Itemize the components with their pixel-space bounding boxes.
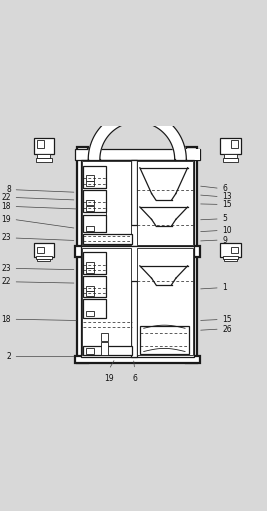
Bar [186, 147, 197, 363]
Text: 8: 8 [6, 185, 11, 194]
Text: 2: 2 [6, 352, 11, 361]
Bar [86, 181, 94, 187]
Bar [86, 206, 94, 211]
Text: 5: 5 [222, 214, 227, 223]
Bar [186, 149, 200, 159]
Bar [37, 247, 44, 253]
Bar [83, 215, 106, 233]
Text: 6: 6 [222, 184, 227, 193]
Bar [137, 161, 193, 245]
Text: 22: 22 [1, 277, 11, 286]
Polygon shape [88, 110, 186, 159]
Bar [86, 226, 94, 231]
Bar [83, 190, 106, 212]
Bar [231, 247, 238, 253]
Text: 1: 1 [222, 283, 227, 292]
Text: 23: 23 [1, 264, 11, 273]
Bar [83, 252, 106, 273]
Bar [137, 248, 193, 355]
Bar [131, 159, 137, 224]
Bar [86, 311, 94, 316]
Text: 19: 19 [1, 215, 11, 224]
Bar [75, 356, 200, 363]
Bar [231, 141, 238, 148]
Text: 23: 23 [1, 234, 11, 242]
Bar [82, 161, 131, 245]
Bar [220, 137, 241, 154]
Bar [83, 299, 106, 318]
Bar [101, 342, 108, 355]
Bar [34, 137, 54, 154]
Bar [75, 149, 200, 159]
Text: 19: 19 [104, 374, 114, 383]
Bar [220, 243, 241, 257]
Text: 15: 15 [222, 315, 232, 324]
Bar [224, 154, 237, 158]
Bar [101, 334, 108, 341]
Text: 22: 22 [1, 193, 11, 202]
Bar [82, 248, 131, 355]
Bar [140, 326, 189, 354]
Bar [83, 345, 132, 355]
Bar [36, 257, 52, 259]
Bar [83, 166, 106, 188]
Bar [77, 147, 88, 363]
Text: 9: 9 [222, 236, 227, 245]
Bar [223, 158, 238, 162]
Bar [86, 349, 94, 354]
Bar [81, 159, 194, 246]
Text: 26: 26 [222, 324, 232, 334]
Bar [131, 282, 137, 357]
Bar [86, 175, 94, 181]
Bar [81, 246, 194, 357]
Bar [86, 200, 94, 205]
Text: 18: 18 [1, 315, 11, 324]
Bar [37, 154, 50, 158]
Text: 13: 13 [222, 192, 232, 201]
Bar [75, 246, 200, 257]
Bar [34, 243, 54, 257]
Bar [37, 141, 44, 148]
Bar [86, 291, 94, 296]
Text: 6: 6 [132, 374, 137, 383]
Text: 15: 15 [222, 200, 232, 209]
Text: 18: 18 [1, 202, 11, 211]
Bar [224, 259, 237, 262]
Bar [223, 257, 238, 259]
Bar [37, 259, 50, 262]
Bar [83, 275, 106, 297]
Bar [86, 268, 94, 273]
Bar [83, 234, 132, 244]
Text: 10: 10 [222, 226, 232, 235]
Bar [36, 158, 52, 162]
Bar [86, 263, 94, 268]
Bar [86, 286, 94, 291]
